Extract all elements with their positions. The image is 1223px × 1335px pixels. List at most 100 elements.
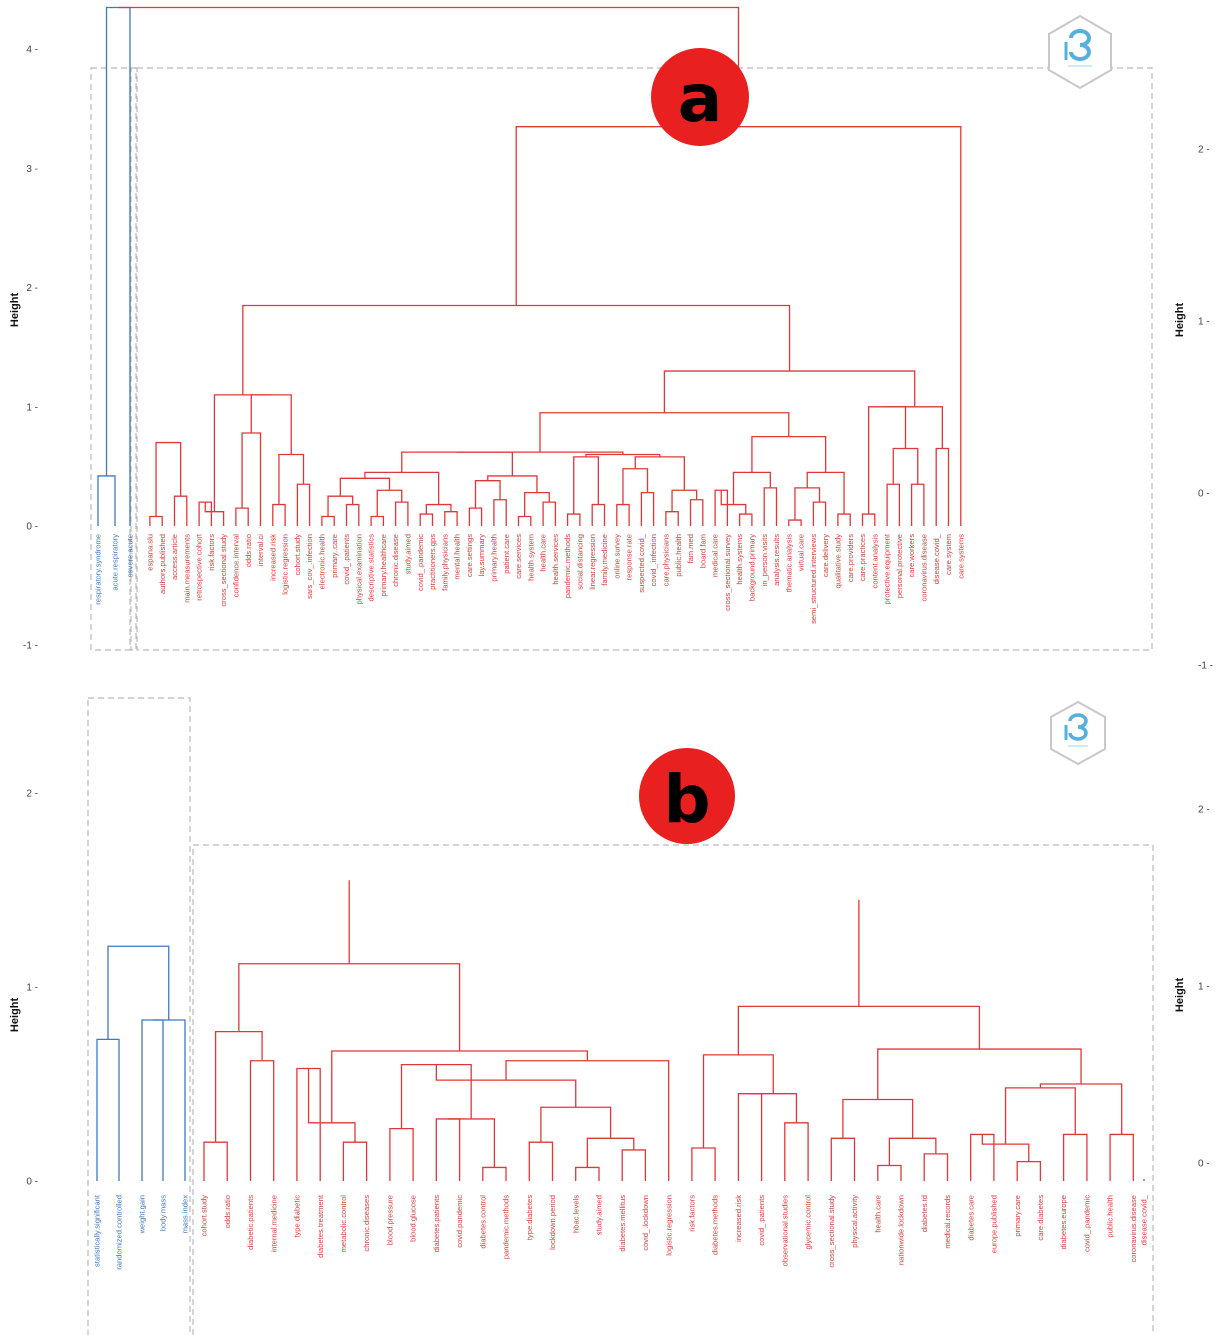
hexagon-logo-icon (1050, 700, 1106, 766)
panel-a-right-y-tick: 2 - (1198, 145, 1210, 156)
panel-a-merge-link (542, 501, 557, 526)
panel-b-merge-link (1109, 1133, 1134, 1181)
panel-a-badge: a (651, 48, 749, 146)
panel-a-merge-link (339, 477, 391, 497)
panel-b-leaf-label: diabetes.patients (432, 1195, 441, 1253)
panel-a-left-axis: -1 - 0 - 1 - 2 - 3 - 4 - (23, 45, 38, 652)
panel-b-leaf-label: blood.glucose (409, 1195, 418, 1242)
panel-b-right-y-tick: 0 - (1198, 1159, 1210, 1170)
panel-b-leaf-label: blood.pressure (386, 1195, 395, 1245)
panel-b-leaf-label: covid.pandemic (455, 1195, 464, 1248)
panel-a-leaf-label: physical.examination (354, 534, 363, 605)
panel-b-merge-link (737, 1005, 981, 1055)
panel-b-leaf-label: type.diabetic (293, 1195, 302, 1238)
panel-a-merge-link (118, 6, 740, 127)
panel-b-cluster-box-1 (87, 697, 191, 1335)
panel-b-merge-link (830, 1137, 856, 1181)
panel-a-merge-link (213, 394, 272, 512)
panel-b-leaf-label: europe.published (990, 1195, 999, 1253)
panel-b-cluster-boxes (87, 697, 1154, 1335)
panel-a-merge-link (738, 513, 753, 526)
panel-a-tree (97, 6, 962, 526)
panel-a-leaf-label: content.analysis (870, 534, 879, 589)
panel-b-leaf-label: randomized.controlled (115, 1195, 124, 1270)
panel-b-leaf-label: health.care (873, 1195, 882, 1233)
panel-a-leaf-label: family.medicine (600, 534, 609, 586)
panel-a-leaf-label: care.providers (846, 534, 855, 582)
panel-a-merge-link (370, 515, 385, 526)
panel-a-leaf-label: cross_sectional.study (219, 534, 228, 607)
panel-a-merge-link (321, 515, 335, 526)
panel-b-merge-link (586, 1137, 635, 1168)
panel-b-right-y-axis-label: Height (1174, 978, 1186, 1013)
panel-a-leaf-label: electronic.health (318, 534, 327, 589)
panel-b-leaf-label: hbac.levels (571, 1195, 580, 1233)
panel-a-merge-link (487, 475, 538, 493)
panel-a-leaf-label: personal.protective (895, 534, 904, 598)
panel-b-merge-link (575, 1166, 600, 1181)
panel-a-leaf-label: suspected.covid_ (637, 533, 646, 592)
panel-b-merge-link (528, 1141, 554, 1181)
panel-a-merge-link (515, 126, 962, 526)
panel-a-y-tick: 4 - (26, 45, 38, 56)
panel-b-right-y-tick: 2 - (1198, 805, 1210, 816)
panel-b-leaf-label: medical.records (943, 1195, 952, 1249)
panel-b-merge-link (877, 1164, 902, 1181)
panel-a-right-y-axis-label: Height (1174, 303, 1186, 338)
panel-a-merge-link (886, 483, 901, 526)
panel-b-right-y-tick: 1 - (1198, 982, 1210, 993)
panel-a-leaf-label: cohort.study (293, 534, 302, 576)
panel-a-merge-link (278, 453, 305, 505)
panel-a-merge-link (671, 489, 698, 512)
panel-a-logo (1048, 14, 1112, 90)
panel-a-merge-link (457, 451, 624, 455)
panel-a-merge-link (837, 513, 851, 526)
panel-a-merge-link (376, 489, 403, 517)
panel-a-leaf-label: cross_sectional.survey (723, 534, 732, 611)
panel-a-leaf-label: covid_.patients (342, 534, 351, 585)
panel-b-leaf-label: study.aimed (595, 1195, 604, 1235)
panel-b-cluster-box-2 (192, 844, 1154, 1335)
panel-b-merge-link (482, 1166, 507, 1181)
panel-a-leaf-label: qualitative.study (834, 534, 843, 589)
panel-b-leaf-label: diabetes.td (920, 1195, 929, 1232)
panel-b-leaf-label: nationwide.lockdown (897, 1195, 906, 1265)
panel-b-merge-link (214, 1030, 263, 1143)
panel-b-leaf-label: logistic.regression (664, 1195, 673, 1256)
panel-a-merge-link (640, 491, 655, 526)
panel-b-merge-link (842, 1098, 914, 1139)
panel-a-leaf-label: risk.factors (207, 534, 216, 571)
panel-a-merge-link (751, 435, 827, 473)
panel-b-leaf-label: public.health (1106, 1195, 1115, 1238)
panel-a-merge-link (616, 503, 630, 526)
panel-a-merge-link (444, 511, 458, 526)
panel-a-merge-link (622, 468, 649, 505)
panel-a-leaf-label: family.physicians (440, 534, 449, 591)
panel-b-leaf-label: cohort.study (200, 1195, 209, 1237)
panel-b-merge-link (1004, 1087, 1076, 1145)
panel-a-badge-circle (651, 48, 749, 146)
panel-a-leaf-label: background.primary (748, 534, 757, 601)
panel-a-merge-link (296, 483, 311, 526)
panel-a-merge-link (573, 456, 599, 515)
panel-a-right-axis: -1 -0 -1 -2 -3 - (1198, 145, 1213, 672)
panel-a-merge-link (235, 507, 249, 526)
panel-a-leaf-label: medical.care (711, 534, 720, 577)
panel-a-leaf-label: health.systems (735, 534, 744, 585)
panel-b-leaf-label: diabetes.mellitus (618, 1195, 627, 1252)
panel-a-y-tick: -1 - (23, 641, 38, 652)
panel-b-leaf-label: primary.care (1013, 1195, 1022, 1237)
panel-b-merge-link (888, 1137, 937, 1166)
panel-a-merge-link (788, 519, 802, 526)
panel-b-leaf-label: diabetic.patients (246, 1195, 255, 1250)
panel-b-logo (1050, 700, 1106, 766)
panel-a-merge-link (250, 394, 292, 455)
panel-a-right-y-tick: -1 - (1198, 661, 1213, 672)
panel-b-leaf-label: statistically.significant (93, 1194, 102, 1267)
panel-a-y-tick: 3 - (26, 164, 38, 175)
panel-a-leaf-label: disease.covid_ (932, 533, 941, 584)
panel-a-leaf-label: health.care (539, 534, 548, 572)
panel-b-badge-letter: b (663, 761, 710, 838)
panel-a-leaf-label: care.systems (956, 534, 965, 579)
